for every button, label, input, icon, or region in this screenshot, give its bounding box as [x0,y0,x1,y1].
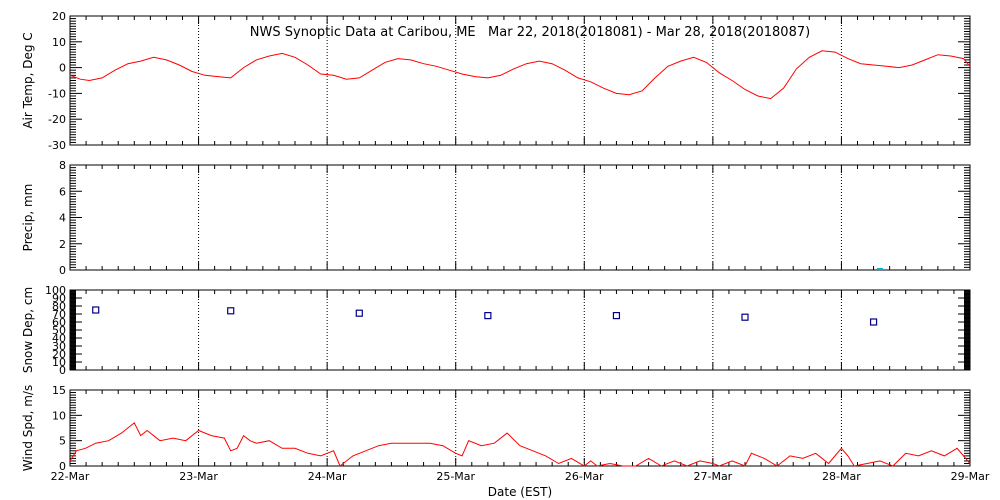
snow-depth-point [869,318,878,326]
snow-depth-point [741,313,749,321]
precip-bar [877,268,883,270]
y-tick-label: 30 [52,340,66,353]
y-axis-label: Precip, mm [21,184,35,252]
panel-wind-speed: 0 5 10 15 Wind Spd, m/s [21,384,971,473]
plot-frame [69,164,971,271]
y-axis-label: Air Temp, Deg C [21,32,35,128]
y-tick-label: 0 [59,264,66,277]
y-tick-label: 4 [59,212,66,225]
y-tick-label: 0 [59,364,66,377]
panel-precip: 0 2 4 6 8 Precip, mm [21,159,971,277]
x-tick-label: 26-Mar [565,470,604,483]
y-tick-label: 50 [52,324,66,337]
snow-depth-point [355,309,363,317]
y-tick-label: -10 [48,87,66,100]
x-tick-label: 23-Mar [179,470,218,483]
y-tick-label: 10 [52,36,66,49]
y-tick-label: 10 [52,409,66,422]
plot-frame [69,289,971,371]
air-temp-line [69,50,971,100]
panel-air-temp: -30 -20 -10 0 10 20 Air Temp, Deg C [21,10,971,152]
plot-frame [69,15,971,146]
snow-depth-point [484,312,492,320]
x-tick-label: 27-Mar [693,470,732,483]
y-tick-label: 2 [59,238,66,251]
x-axis-label: Date (EST) [488,485,552,499]
snow-depth-point [92,306,100,314]
y-tick-label: 80 [52,300,66,313]
y-tick-label: 20 [52,348,66,361]
y-tick-label: 60 [52,316,66,329]
y-tick-label: 0 [59,460,66,473]
wind-speed-line [69,422,971,467]
y-tick-label: 90 [52,292,66,305]
chart-title: NWS Synoptic Data at Caribou, ME Mar 22,… [250,25,810,40]
x-tick-label: 29-Mar [951,470,990,483]
y-tick-label: 20 [52,10,66,23]
y-tick-label: 10 [52,356,66,369]
y-tick-label: 6 [59,185,66,198]
y-tick-label: 15 [52,384,66,397]
y-tick-label: 8 [59,159,66,172]
y-tick-label: 70 [52,308,66,321]
y-axis-label: Wind Spd, m/s [21,385,35,471]
y-tick-label: 40 [52,332,66,345]
snow-depth-point [227,307,235,315]
x-tick-label: 24-Mar [308,470,347,483]
snow-depth-point [612,312,621,320]
plot-frame [69,389,971,467]
y-tick-label: 5 [59,435,66,448]
x-tick-label: 28-Mar [822,470,861,483]
y-tick-label: 0 [59,62,66,75]
y-axis-label: Snow Dep, cm [21,287,35,373]
y-tick-label: -30 [48,139,66,152]
x-tick-label: 25-Mar [436,470,475,483]
y-tick-label: -20 [48,113,66,126]
y-tick-label: 100 [45,284,66,297]
x-tick-label: 22-Mar [51,470,90,483]
